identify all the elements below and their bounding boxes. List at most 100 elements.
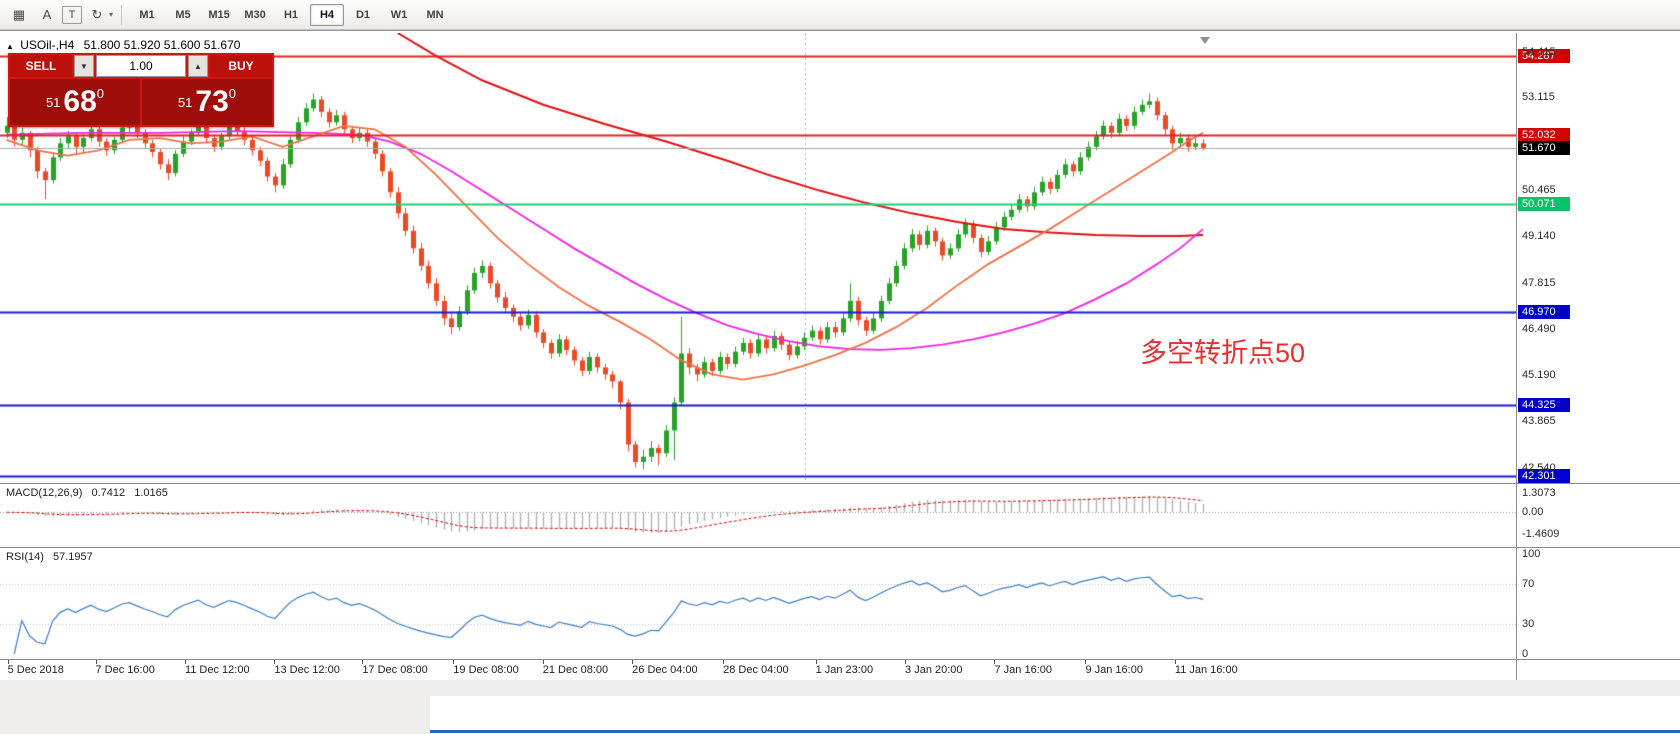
one-click-trade-panel: SELL ▼ ▲ BUY 51 68 0 51 73 0 (8, 53, 274, 127)
bottom-panel (430, 696, 1680, 734)
rsi-name: RSI(14) (6, 551, 44, 563)
buy-button[interactable]: BUY (210, 55, 272, 77)
time-axis-label: 1 Jan 23:00 (815, 664, 874, 676)
rsi-label: RSI(14) 57.1957 (6, 551, 99, 563)
timeframe-m1-button[interactable]: M1 (139, 8, 155, 21)
macd-signal-value: 1.0165 (134, 487, 168, 499)
price-badge: 51.670 (1518, 140, 1570, 155)
rsi-axis-label: 100 (1522, 548, 1541, 560)
price-badge: 52.032 (1518, 128, 1570, 143)
y-axis-label: 54.415 (1522, 45, 1556, 58)
sell-button[interactable]: SELL (10, 55, 72, 77)
y-axis-label: 45.190 (1522, 368, 1556, 381)
timeframe-w1-button[interactable]: W1 (390, 8, 408, 21)
text-label-icon[interactable]: T (62, 5, 82, 24)
timeframe-m30-button[interactable]: M30 (244, 8, 266, 21)
rsi-panel[interactable]: RSI(14) 57.1957 (0, 547, 1516, 660)
price-axis[interactable]: 54.287 52.032 51.670 50.071 46.970 44.325 42.3… (1516, 33, 1680, 483)
timeframe-d1-button[interactable]: D1 (355, 8, 371, 21)
grid-icon[interactable]: ▦ (12, 6, 26, 22)
time-axis-tick (542, 660, 544, 664)
y-axis-label: 42.540 (1522, 461, 1556, 474)
timeframe-m15-button[interactable]: M15 (208, 8, 230, 21)
time-axis-label: 7 Jan 16:00 (994, 664, 1052, 676)
macd-axis-label: 0.00 (1522, 506, 1544, 519)
y-axis-label: 53.115 (1522, 91, 1555, 104)
macd-panel[interactable]: MACD(12,26,9) 0.7412 1.0165 (0, 483, 1516, 548)
timeframe-m5-button[interactable]: M5 (175, 8, 191, 21)
macd-name: MACD(12,26,9) (6, 487, 83, 499)
sell-price-sup: 0 (96, 86, 105, 101)
price-badge: 50.071 (1518, 196, 1570, 211)
y-axis-label: 43.865 (1522, 415, 1556, 428)
time-axis[interactable]: 5 Dec 2018 7 Dec 16:00 11 Dec 12:00 13 Dec … (0, 659, 1516, 681)
time-axis-tick (1085, 660, 1087, 664)
macd-axis[interactable]: 1.3073 0.00 -1.4609 (1516, 483, 1680, 547)
time-axis-label: 5 Dec 2018 (7, 664, 64, 676)
y-axis-label: 47.815 (1522, 276, 1556, 289)
time-axis-label: 7 Dec 16:00 (95, 664, 155, 676)
chart-annotation: 多空转折点50 (1140, 338, 1306, 368)
price-badge: 42.301 (1518, 468, 1570, 483)
time-axis-label: 28 Dec 04:00 (723, 664, 789, 676)
sell-price[interactable]: 51 68 0 (10, 79, 140, 125)
chart-title: ▲ USOil-,H4 51.800 51.920 51.600 51.670 (6, 38, 240, 52)
toolbar: ▦ A T ↻ ▾ M1 M5 M15 M30 H1 H4 D1 W1 MN (0, 0, 1680, 30)
buy-price-prefix: 51 (177, 94, 193, 110)
timeframe-h4-button[interactable]: H4 (310, 3, 345, 26)
time-axis-tick (184, 660, 186, 664)
time-axis-tick (95, 660, 97, 664)
time-axis-tick (994, 660, 996, 664)
time-axis-tick (1174, 660, 1176, 664)
rsi-value: 57.1957 (52, 551, 93, 563)
macd-axis-label: 1.3073 (1522, 486, 1556, 499)
rsi-axis[interactable]: 100 70 30 0 (1516, 547, 1680, 660)
price-badge: 46.970 (1518, 305, 1570, 320)
y-axis-label: 50.465 (1522, 184, 1556, 197)
price-badge: 44.325 (1518, 398, 1570, 413)
axis-corner (1516, 659, 1680, 681)
chart-shift-marker-icon[interactable] (1200, 37, 1210, 44)
volume-up-button[interactable]: ▲ (188, 55, 208, 77)
time-axis-label: 11 Dec 12:00 (184, 664, 250, 676)
shapes-dropdown-caret-icon[interactable]: ▾ (109, 10, 114, 19)
sell-price-prefix: 51 (45, 94, 61, 110)
time-axis-tick (632, 660, 634, 664)
time-axis-label: 19 Dec 08:00 (453, 664, 519, 676)
time-axis-label: 26 Dec 04:00 (632, 664, 698, 676)
volume-input[interactable] (96, 55, 186, 77)
rsi-axis-label: 30 (1522, 618, 1535, 630)
main-chart-panel[interactable]: ▲ USOil-,H4 51.800 51.920 51.600 51.670 … (0, 33, 1516, 483)
buy-price-digits: 73 (195, 85, 229, 118)
time-axis-label: 13 Dec 12:00 (274, 664, 340, 676)
bottom-accent-line (430, 730, 1680, 733)
text-annotation-icon[interactable]: A (42, 7, 52, 22)
timeframe-mn-button[interactable]: MN (426, 8, 444, 21)
shapes-icon[interactable]: ↻ (91, 6, 103, 22)
y-axis-label: 46.490 (1522, 323, 1556, 336)
toolbar-separator (121, 4, 123, 25)
sell-price-digits: 68 (63, 85, 97, 118)
buy-price-sup: 0 (228, 86, 237, 101)
volume-down-button[interactable]: ▼ (74, 55, 94, 77)
time-axis-tick (453, 660, 455, 664)
macd-label: MACD(12,26,9) 0.7412 1.0165 (6, 487, 174, 499)
time-axis-label: 3 Jan 20:00 (905, 664, 963, 676)
time-axis-tick (7, 660, 9, 664)
time-axis-tick (362, 660, 364, 664)
time-axis-tick (723, 660, 725, 664)
time-axis-tick (905, 660, 907, 664)
chart-window: ▲ USOil-,H4 51.800 51.920 51.600 51.670 … (0, 30, 1680, 681)
macd-canvas[interactable] (0, 484, 1516, 548)
rsi-canvas[interactable] (0, 548, 1516, 660)
timeframe-h1-button[interactable]: H1 (283, 8, 299, 21)
buy-price[interactable]: 51 73 0 (142, 79, 272, 125)
time-axis-label: 21 Dec 08:00 (542, 664, 609, 676)
rsi-axis-label: 70 (1522, 578, 1535, 590)
macd-main-value: 0.7412 (91, 487, 126, 499)
y-axis-label: 49.140 (1522, 230, 1556, 243)
time-axis-tick (815, 660, 817, 664)
rsi-axis-label: 0 (1522, 648, 1529, 660)
time-axis-label: 17 Dec 08:00 (362, 664, 428, 676)
